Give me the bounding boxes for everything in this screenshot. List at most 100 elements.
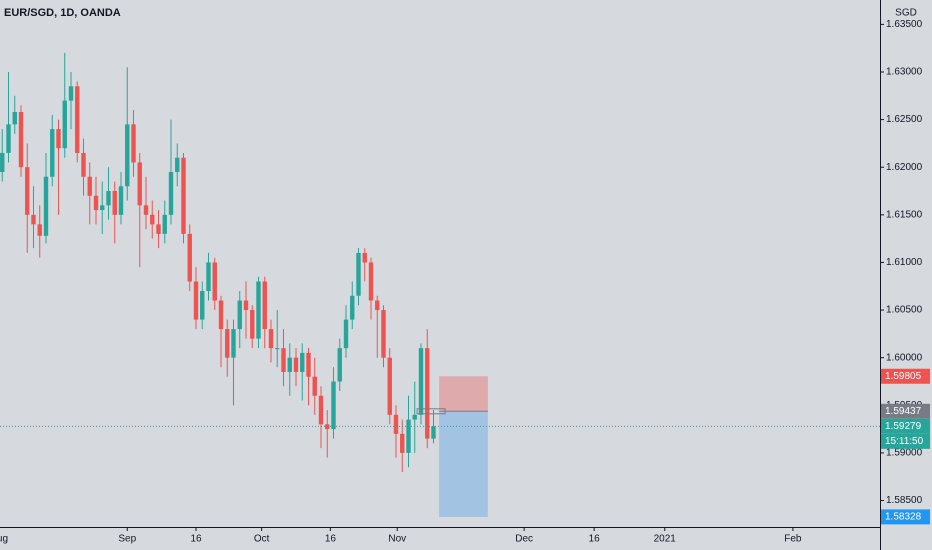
candle-body xyxy=(275,348,280,350)
candle-body xyxy=(93,195,99,211)
candle-body xyxy=(12,111,17,125)
candle-body xyxy=(37,224,42,236)
target-price-tag: 1.58328 xyxy=(885,512,922,523)
candle-body xyxy=(425,348,430,439)
y-tick-label: 1.59000 xyxy=(886,448,923,459)
candle-body xyxy=(6,124,11,153)
candle-body xyxy=(50,129,55,177)
candle-body xyxy=(156,224,161,234)
candle-body xyxy=(387,357,392,415)
candle-body xyxy=(368,262,374,301)
entry-price-tag-bg xyxy=(881,403,930,419)
candle-body xyxy=(300,352,305,372)
candle-body xyxy=(287,357,292,372)
candle-body xyxy=(225,329,230,358)
candle-body xyxy=(237,300,242,330)
y-tick-label: 1.60000 xyxy=(886,352,923,363)
candle-body xyxy=(0,152,5,172)
candle-body xyxy=(412,414,417,420)
candle-body xyxy=(400,433,405,453)
candle-body xyxy=(131,124,136,163)
y-tick-label: 1.62000 xyxy=(886,162,923,173)
candle-body xyxy=(312,376,317,396)
last-price-tag-bg xyxy=(881,418,930,434)
candle-body xyxy=(281,348,286,372)
candle-body xyxy=(81,152,86,177)
candle-body xyxy=(356,252,361,296)
y-tick-label: 1.58500 xyxy=(886,495,923,506)
candle-body xyxy=(100,205,105,211)
candle-body xyxy=(393,414,399,434)
candle-body xyxy=(75,86,80,153)
candle-body xyxy=(362,252,367,263)
candle-body xyxy=(293,357,299,372)
candle-body xyxy=(125,124,130,187)
x-tick-label: Aug xyxy=(0,534,8,545)
candle-body xyxy=(18,111,24,168)
x-tick-label: 2021 xyxy=(654,534,677,545)
candle-body xyxy=(268,329,274,349)
candle-body xyxy=(243,300,249,311)
candle-body xyxy=(162,214,167,234)
candle-body xyxy=(25,167,30,215)
candle-body xyxy=(150,214,155,225)
x-tick-label: Oct xyxy=(254,534,270,545)
candle-body xyxy=(406,419,411,453)
candle-body xyxy=(262,281,267,330)
candle-body xyxy=(106,191,111,206)
chart-title: EUR/SGD, 1D, OANDA xyxy=(4,7,121,19)
x-tick-label: Feb xyxy=(784,534,802,545)
entry-handle xyxy=(416,408,446,415)
candle-body xyxy=(343,319,349,349)
candle-body xyxy=(331,381,336,430)
x-tick-label: 16 xyxy=(589,534,601,545)
candle-body xyxy=(193,281,199,320)
candle-body xyxy=(418,348,424,415)
candle-body xyxy=(256,281,261,339)
x-tick-label: 16 xyxy=(325,534,337,545)
last-price-tag: 1.59279 xyxy=(885,421,922,432)
currency-label: SGD xyxy=(895,8,917,19)
candle-body xyxy=(375,300,380,311)
candle-body xyxy=(43,176,49,236)
entry-price-tag: 1.59437 xyxy=(885,406,922,417)
candle-body xyxy=(62,100,67,149)
target-price-tag-bg xyxy=(881,509,930,525)
candle-body xyxy=(431,426,436,439)
target-zone xyxy=(439,411,488,517)
candle-body xyxy=(337,348,342,382)
y-tick-label: 1.63500 xyxy=(886,19,923,30)
candle-body xyxy=(168,171,174,215)
stop-zone xyxy=(439,376,488,412)
y-tick-label: 1.61500 xyxy=(886,209,923,220)
candle-body xyxy=(318,395,324,425)
candle-body xyxy=(143,205,149,215)
candle-body xyxy=(350,295,355,320)
candle-body xyxy=(31,214,36,225)
x-tick-label: Sep xyxy=(118,534,136,545)
candle-body xyxy=(206,262,211,292)
candle-body xyxy=(112,191,117,215)
candle-body xyxy=(181,157,186,234)
candle-body xyxy=(231,329,236,358)
candle-body xyxy=(250,310,255,339)
x-tick-label: 16 xyxy=(190,534,202,545)
candle-body xyxy=(175,157,180,172)
y-tick-label: 1.61000 xyxy=(886,257,923,268)
candle-body xyxy=(56,129,61,149)
candle-body xyxy=(118,186,124,215)
stop-price-tag-bg xyxy=(881,368,930,384)
y-tick-label: 1.63000 xyxy=(886,67,923,78)
y-tick-label: 1.62500 xyxy=(886,114,923,125)
candle-body xyxy=(87,176,92,196)
countdown-bg xyxy=(881,433,930,449)
candle-body xyxy=(68,86,74,101)
candle-body xyxy=(306,352,311,377)
candle-body xyxy=(187,233,192,282)
candle-body xyxy=(200,291,205,320)
y-tick-label: 1.60500 xyxy=(886,305,923,316)
candle-body xyxy=(212,262,217,301)
candle-body xyxy=(381,310,386,358)
